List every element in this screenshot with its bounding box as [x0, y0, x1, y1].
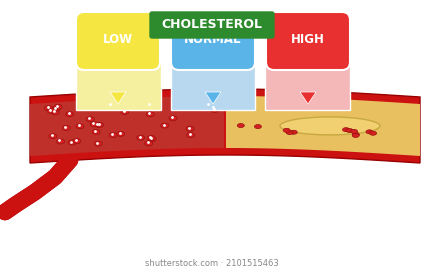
Text: NORMAL: NORMAL: [184, 32, 242, 46]
Ellipse shape: [137, 135, 144, 140]
Text: LOW: LOW: [103, 32, 133, 46]
FancyBboxPatch shape: [266, 62, 351, 110]
Ellipse shape: [73, 139, 81, 144]
Polygon shape: [226, 96, 420, 156]
Ellipse shape: [343, 128, 349, 132]
Ellipse shape: [96, 122, 104, 127]
Ellipse shape: [237, 123, 244, 127]
Ellipse shape: [94, 122, 102, 127]
Ellipse shape: [351, 129, 357, 133]
Ellipse shape: [45, 106, 53, 111]
Ellipse shape: [109, 133, 117, 138]
Ellipse shape: [211, 108, 219, 113]
Polygon shape: [30, 89, 420, 163]
FancyBboxPatch shape: [171, 12, 255, 70]
Ellipse shape: [146, 112, 154, 117]
Ellipse shape: [92, 129, 100, 134]
Polygon shape: [205, 92, 221, 104]
Ellipse shape: [205, 102, 213, 107]
Ellipse shape: [62, 125, 71, 130]
Ellipse shape: [346, 129, 353, 132]
FancyBboxPatch shape: [150, 12, 274, 38]
FancyBboxPatch shape: [266, 12, 350, 70]
Ellipse shape: [187, 132, 195, 137]
Ellipse shape: [290, 130, 297, 134]
Ellipse shape: [255, 125, 261, 129]
Ellipse shape: [283, 128, 290, 132]
Ellipse shape: [57, 139, 65, 144]
Ellipse shape: [54, 104, 62, 109]
Ellipse shape: [148, 137, 156, 142]
Ellipse shape: [90, 122, 98, 127]
Ellipse shape: [186, 126, 194, 131]
Ellipse shape: [116, 131, 125, 136]
Text: HIGH: HIGH: [291, 32, 325, 46]
Ellipse shape: [146, 102, 153, 107]
Ellipse shape: [352, 132, 359, 136]
Ellipse shape: [366, 130, 373, 134]
Ellipse shape: [121, 109, 129, 115]
Ellipse shape: [210, 106, 218, 111]
Ellipse shape: [68, 140, 76, 145]
Ellipse shape: [65, 112, 74, 117]
Polygon shape: [110, 92, 126, 104]
Polygon shape: [30, 96, 224, 156]
Ellipse shape: [169, 116, 177, 121]
Text: shutterstock.com · 2101515463: shutterstock.com · 2101515463: [145, 259, 279, 268]
Ellipse shape: [147, 136, 155, 141]
Text: CHOLESTEROL: CHOLESTEROL: [162, 18, 263, 31]
Ellipse shape: [86, 117, 94, 122]
Ellipse shape: [286, 130, 293, 134]
Ellipse shape: [352, 134, 359, 137]
Ellipse shape: [94, 141, 102, 146]
Ellipse shape: [76, 124, 84, 129]
Ellipse shape: [47, 108, 55, 113]
Ellipse shape: [52, 106, 60, 111]
FancyBboxPatch shape: [76, 62, 161, 110]
FancyBboxPatch shape: [76, 12, 160, 70]
Ellipse shape: [51, 110, 59, 115]
FancyBboxPatch shape: [170, 62, 255, 110]
Ellipse shape: [161, 123, 169, 128]
Ellipse shape: [107, 103, 115, 108]
Ellipse shape: [49, 134, 57, 139]
Ellipse shape: [370, 131, 377, 135]
Polygon shape: [300, 92, 316, 104]
Ellipse shape: [280, 117, 380, 135]
Ellipse shape: [144, 141, 153, 146]
